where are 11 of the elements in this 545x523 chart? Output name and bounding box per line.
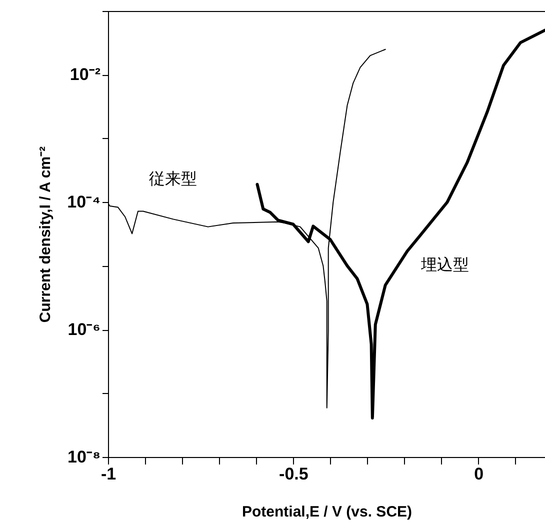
x-tick-label: 0 — [474, 464, 484, 484]
y-tick-label: 10⁻⁶ — [68, 320, 100, 340]
y-tick-label: 10⁻² — [70, 65, 101, 84]
x-tick-label: -0.5 — [279, 464, 308, 484]
y-tick-label: 10⁻⁸ — [68, 448, 100, 466]
series-label: 埋込型 — [420, 255, 470, 274]
y-axis-title: Current density,I / A cm⁻² — [37, 146, 54, 323]
series-label: 従来型 — [149, 169, 198, 188]
y-tick-label: 10⁻⁴ — [67, 192, 100, 212]
x-tick-label: -1 — [100, 464, 116, 484]
x-axis-title: Potential,E / V (vs. SCE) — [242, 504, 412, 520]
